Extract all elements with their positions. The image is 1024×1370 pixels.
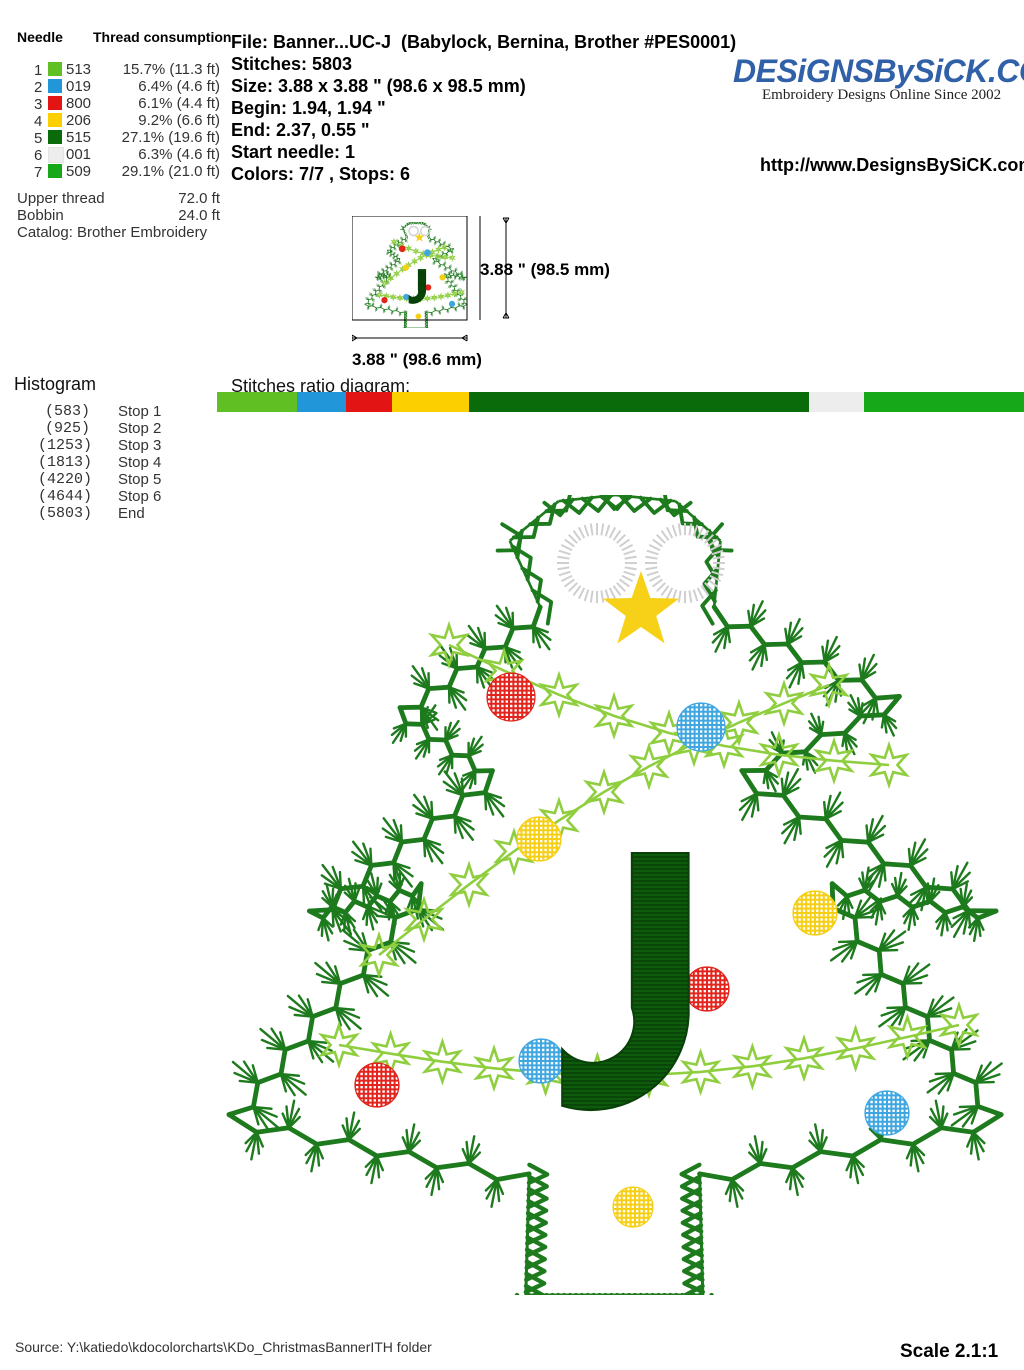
svg-text:DESiGNSBySiCK.COM: DESiGNSBySiCK.COM — [733, 53, 1024, 89]
